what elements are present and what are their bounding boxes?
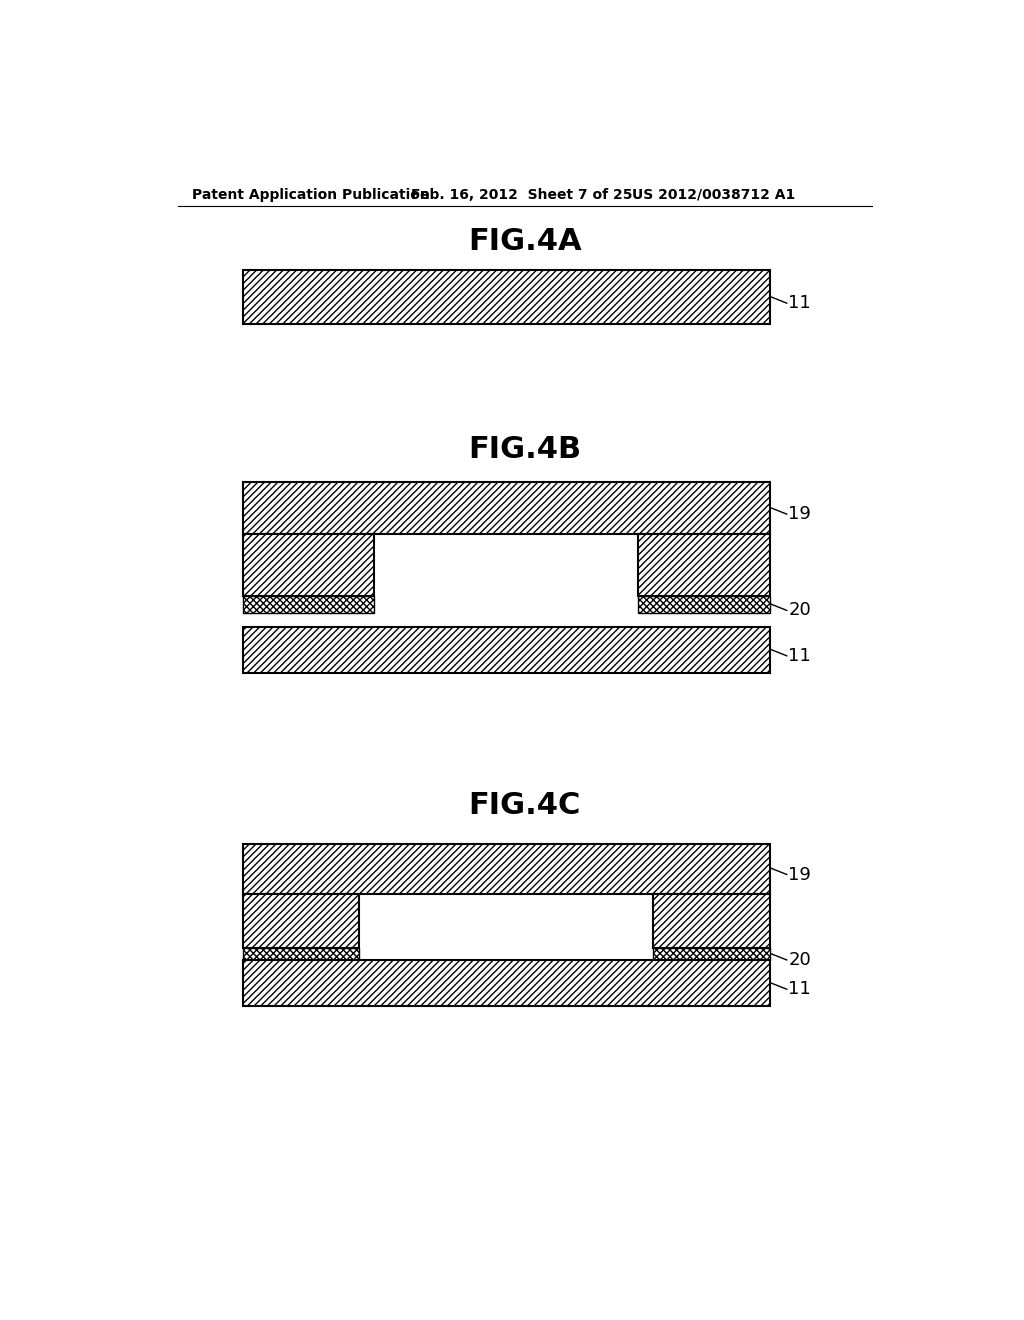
Bar (243, 894, 359, 948)
Bar (243, 535, 375, 595)
Text: 19: 19 (788, 866, 811, 883)
Bar (243, 948, 359, 960)
Text: Feb. 16, 2012  Sheet 7 of 25: Feb. 16, 2012 Sheet 7 of 25 (411, 187, 633, 202)
Text: 20: 20 (788, 602, 811, 619)
Bar (243, 595, 375, 612)
Text: Patent Application Publication: Patent Application Publication (191, 187, 429, 202)
Text: FIG.4B: FIG.4B (468, 436, 582, 463)
Bar (243, 627, 770, 673)
Text: 11: 11 (788, 647, 811, 665)
Bar (243, 482, 770, 535)
Text: 19: 19 (788, 506, 811, 523)
Bar (243, 271, 770, 323)
Text: FIG.4C: FIG.4C (469, 791, 581, 820)
Text: US 2012/0038712 A1: US 2012/0038712 A1 (632, 187, 795, 202)
Text: 20: 20 (788, 950, 811, 969)
Bar (638, 595, 770, 612)
Bar (243, 960, 770, 1006)
Text: 11: 11 (788, 981, 811, 998)
Text: FIG.4A: FIG.4A (468, 227, 582, 256)
Bar (653, 894, 770, 948)
Text: 11: 11 (788, 294, 811, 312)
Bar (653, 948, 770, 960)
Bar (638, 535, 770, 595)
Bar (243, 843, 770, 894)
